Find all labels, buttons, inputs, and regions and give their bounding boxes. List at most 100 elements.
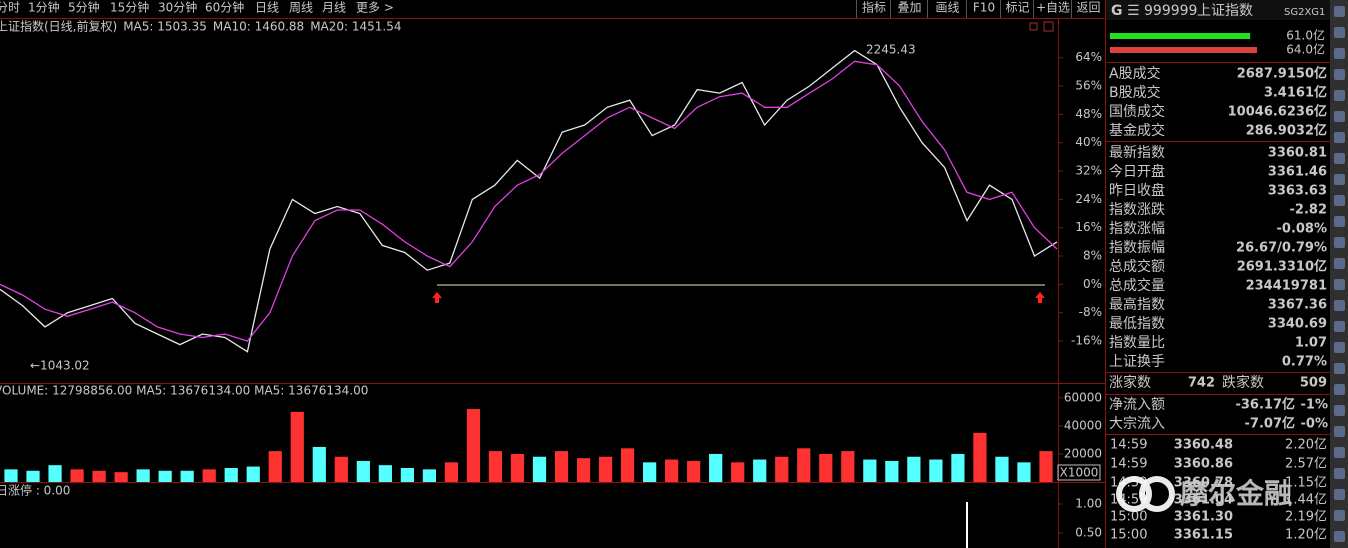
volume-bar [620, 448, 635, 482]
side-icon[interactable] [1334, 111, 1345, 122]
arrow-up [1035, 292, 1045, 303]
row-value: 10046.6236亿 [1228, 104, 1327, 120]
period-tab[interactable]: 5分钟 [68, 0, 100, 15]
volume-bar [907, 456, 921, 482]
volume-bar [4, 469, 18, 482]
period-tab[interactable]: 更多 > [356, 1, 394, 15]
row-value: 0.77% [1282, 355, 1327, 370]
volume-bar [576, 458, 591, 482]
side-icon[interactable] [1334, 489, 1345, 500]
panel-header-bg [1105, 0, 1330, 20]
side-icon[interactable] [1334, 6, 1345, 17]
row-label: 大宗流入 [1109, 416, 1165, 432]
icon[interactable] [1029, 22, 1038, 31]
row-value: -7.07亿 [1245, 416, 1295, 432]
row-value: 3367.36 [1268, 298, 1327, 313]
side-icon[interactable] [1334, 174, 1345, 185]
row-value: 26.67/0.79% [1236, 241, 1327, 256]
y-tick-label: 1.00 [1075, 497, 1102, 511]
period-tab[interactable]: 分时 [0, 1, 20, 15]
side-icon[interactable] [1334, 90, 1345, 101]
period-tab[interactable]: 月线 [322, 1, 346, 15]
annotation: 2245.43 [866, 43, 916, 57]
side-icon[interactable] [1334, 258, 1345, 269]
period-tab[interactable]: 60分钟 [205, 0, 244, 15]
side-icon[interactable] [1334, 321, 1345, 332]
side-icon[interactable] [1334, 531, 1345, 542]
period-tab[interactable]: 1分钟 [28, 0, 60, 15]
volume-bar [598, 456, 613, 482]
tick-time: 15:00 [1110, 510, 1147, 525]
row-value: 3340.69 [1268, 317, 1327, 332]
row-value: -2.82 [1290, 203, 1327, 218]
side-icon[interactable] [1334, 468, 1345, 479]
side-icon[interactable] [1334, 342, 1345, 353]
y-tick-label: 40% [1075, 135, 1102, 149]
legend-text: MA20: 1451.54 [310, 20, 401, 34]
volume-bar [422, 469, 437, 482]
row-label: 指数涨幅 [1109, 221, 1165, 237]
period-tab[interactable]: 30分钟 [158, 0, 197, 15]
row-value: 3363.63 [1268, 184, 1327, 199]
row-value: 2687.9150亿 [1237, 66, 1327, 82]
volume-bar [863, 459, 877, 482]
toolbar-button[interactable]: 叠加 [897, 1, 921, 15]
row-value: -36.17亿 [1235, 397, 1295, 413]
row-label: 昨日收盘 [1109, 182, 1165, 199]
volume-bar [268, 451, 282, 482]
volume-bar [797, 448, 811, 482]
chart-title: 日涨停 : 0.00 [0, 483, 70, 498]
tick-volume: 2.57亿 [1285, 457, 1327, 472]
side-icon[interactable] [1334, 300, 1345, 311]
y-tick-label: 60000 [1064, 390, 1102, 404]
side-icon[interactable] [1334, 153, 1345, 164]
row-pct: -0% [1301, 417, 1328, 432]
tick-volume: 1.44亿 [1285, 493, 1327, 508]
side-icon[interactable] [1334, 195, 1345, 206]
logo-ring [1139, 476, 1175, 512]
tick-time: 15:00 [1110, 528, 1147, 543]
toolbar-button[interactable]: 返回 [1076, 1, 1100, 15]
row-value: 286.9032亿 [1246, 123, 1327, 139]
side-icon[interactable] [1334, 48, 1345, 59]
volume-bar [48, 465, 62, 482]
side-icon[interactable] [1334, 69, 1345, 80]
y-tick-label: 20000 [1064, 446, 1102, 460]
period-tab[interactable]: 周线 [289, 1, 313, 15]
menu-icon: ☰ [1127, 3, 1140, 19]
side-icon[interactable] [1334, 426, 1345, 437]
row-label: 指数振幅 [1109, 240, 1165, 256]
side-icon[interactable] [1334, 27, 1345, 38]
side-icon[interactable] [1334, 363, 1345, 374]
volume-bar [753, 459, 767, 482]
row-label: 总成交额 [1109, 258, 1165, 275]
side-icon[interactable] [1334, 132, 1345, 143]
row-label: 最高指数 [1109, 296, 1165, 313]
side-icon[interactable] [1334, 216, 1345, 227]
code: 999999 [1144, 3, 1197, 19]
row-value: 2691.3310亿 [1237, 259, 1327, 275]
toolbar-button[interactable]: F10 [973, 1, 995, 15]
unit-box [1057, 464, 1101, 481]
row-label: 最新指数 [1109, 145, 1165, 161]
badge: G [1111, 3, 1123, 19]
toolbar-button[interactable]: +自选 [1036, 1, 1070, 15]
volume-bar [92, 470, 106, 482]
volume-bar [26, 470, 40, 482]
side-icon[interactable] [1334, 237, 1345, 248]
toolbar-button[interactable]: 标记 [1005, 1, 1029, 15]
toolbar-button[interactable]: 指标 [862, 0, 886, 15]
side-icon[interactable] [1334, 510, 1345, 521]
period-tab[interactable]: 日线 [255, 1, 279, 15]
watermark: 摩尔金融 [1116, 476, 1292, 512]
toolbar-button[interactable]: 画线 [935, 1, 959, 15]
period-tab[interactable]: 15分钟 [110, 0, 149, 15]
volume-bar [312, 446, 326, 482]
side-icon[interactable] [1334, 384, 1345, 395]
side-icon[interactable] [1334, 447, 1345, 458]
icon[interactable] [1043, 21, 1054, 32]
side-icon[interactable] [1334, 279, 1345, 290]
side-icon[interactable] [1334, 405, 1345, 416]
watermark-text: 摩尔金融 [1180, 477, 1292, 510]
